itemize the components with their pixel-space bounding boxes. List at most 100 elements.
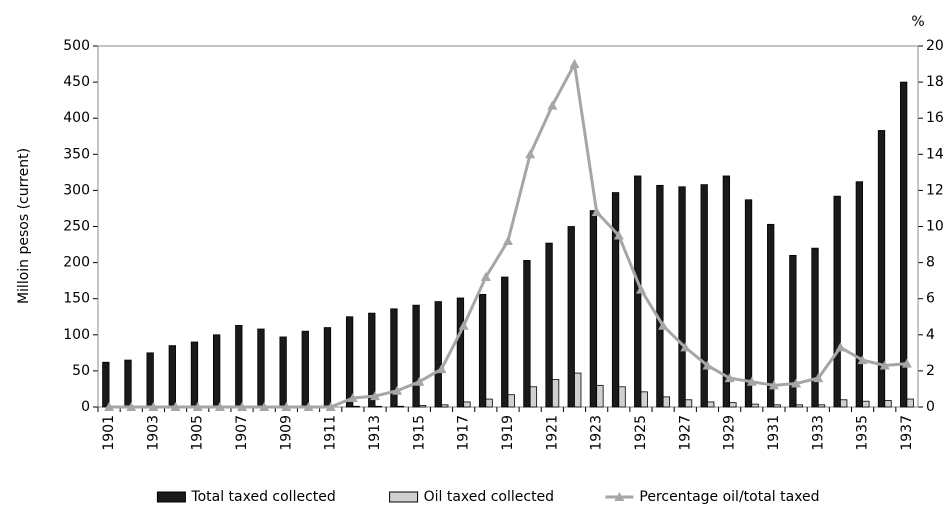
bar — [855, 181, 863, 408]
bar — [323, 327, 332, 408]
bar — [168, 345, 176, 408]
x-tick-label: 1927 — [677, 415, 693, 451]
y-tick-label: 450 — [63, 74, 90, 90]
line-marker — [835, 342, 846, 352]
y-tick-label: 200 — [63, 255, 90, 271]
y2-tick-label: 0 — [926, 399, 935, 415]
bar — [279, 336, 287, 408]
x-tick-label: 1911 — [323, 415, 339, 451]
line-marker — [569, 59, 580, 69]
bar — [567, 226, 575, 408]
line-marker — [503, 235, 513, 245]
x-tick-label: 1917 — [456, 415, 472, 451]
x-tick-label: 1909 — [278, 415, 294, 451]
bar — [678, 186, 686, 408]
x-tick-label: 1903 — [145, 415, 161, 451]
line-marker — [813, 373, 824, 383]
bar — [662, 396, 671, 408]
bar — [390, 308, 398, 408]
bar — [707, 401, 715, 408]
bar — [877, 130, 886, 408]
y2-tick-label: 16 — [926, 110, 944, 126]
y-tick-label: 500 — [63, 38, 90, 54]
bar — [352, 405, 360, 408]
bar — [589, 210, 598, 408]
line-marker — [370, 391, 381, 401]
x-tick-label: 1905 — [190, 415, 206, 451]
bar — [412, 304, 420, 408]
x-tick-label: 1919 — [500, 415, 516, 451]
bar — [751, 403, 759, 408]
y2-tick-label: 10 — [926, 219, 944, 235]
bar — [795, 404, 804, 408]
bar — [345, 316, 354, 408]
y-tick-label: 250 — [63, 219, 90, 235]
y2-tick-label: 2 — [926, 363, 935, 379]
y2-tick-label: 8 — [926, 255, 935, 271]
x-tick-label: 1907 — [234, 415, 250, 451]
bar — [507, 394, 515, 408]
line-marker — [259, 402, 270, 411]
bar — [456, 297, 465, 408]
line-marker — [879, 360, 890, 370]
bar — [767, 223, 775, 408]
y2-tick-label: 18 — [926, 74, 944, 90]
bar — [729, 402, 737, 408]
bar — [884, 400, 892, 408]
line-marker — [746, 376, 757, 386]
y-tick-label: 100 — [63, 327, 90, 343]
bar — [301, 330, 309, 408]
x-tick-label: 1923 — [589, 415, 605, 451]
y-tick-label: 300 — [63, 182, 90, 198]
line-marker — [547, 100, 558, 110]
bar — [124, 359, 132, 408]
bar — [102, 361, 110, 408]
bar — [368, 312, 376, 408]
y2-tick-label: 12 — [926, 182, 944, 198]
x-tick-label: 1913 — [367, 415, 383, 451]
y-tick-label: 400 — [63, 110, 90, 126]
bar — [523, 260, 531, 408]
line-marker — [303, 402, 314, 411]
bar — [434, 301, 442, 408]
y-tick-label: 150 — [63, 291, 90, 307]
bar — [789, 254, 797, 408]
x-tick-label: 1937 — [899, 415, 915, 451]
bar — [235, 325, 243, 408]
legend-label: Total taxed collected — [190, 489, 335, 505]
bar — [596, 384, 604, 408]
y-tick-label: 350 — [63, 146, 90, 162]
x-tick-label: 1931 — [766, 415, 782, 451]
line-marker — [214, 402, 225, 411]
bar — [529, 386, 538, 408]
bar — [257, 328, 265, 408]
bar — [441, 404, 449, 408]
legend-label: Oil taxed collected — [424, 489, 554, 505]
line-marker — [347, 392, 358, 402]
line-marker — [613, 230, 624, 240]
y-tick-label: 0 — [81, 399, 90, 415]
bar — [640, 391, 648, 408]
bar — [418, 405, 427, 408]
bar — [811, 247, 819, 408]
bar — [906, 398, 914, 408]
bar — [744, 199, 753, 408]
bar — [485, 398, 493, 408]
y2-axis-title: % — [911, 14, 924, 30]
line-marker — [192, 402, 203, 411]
line-marker — [658, 320, 669, 330]
bar — [773, 404, 781, 408]
bar — [212, 334, 221, 408]
y-axis-title: Milloin pesos (current) — [16, 148, 32, 304]
bar — [700, 184, 708, 408]
line-marker — [857, 355, 868, 365]
y2-tick-label: 14 — [926, 146, 944, 162]
bar — [551, 379, 560, 408]
line-marker — [392, 385, 403, 395]
bar — [545, 242, 553, 408]
bar — [146, 352, 154, 408]
x-tick-label: 1921 — [544, 415, 560, 451]
bar — [501, 276, 509, 408]
